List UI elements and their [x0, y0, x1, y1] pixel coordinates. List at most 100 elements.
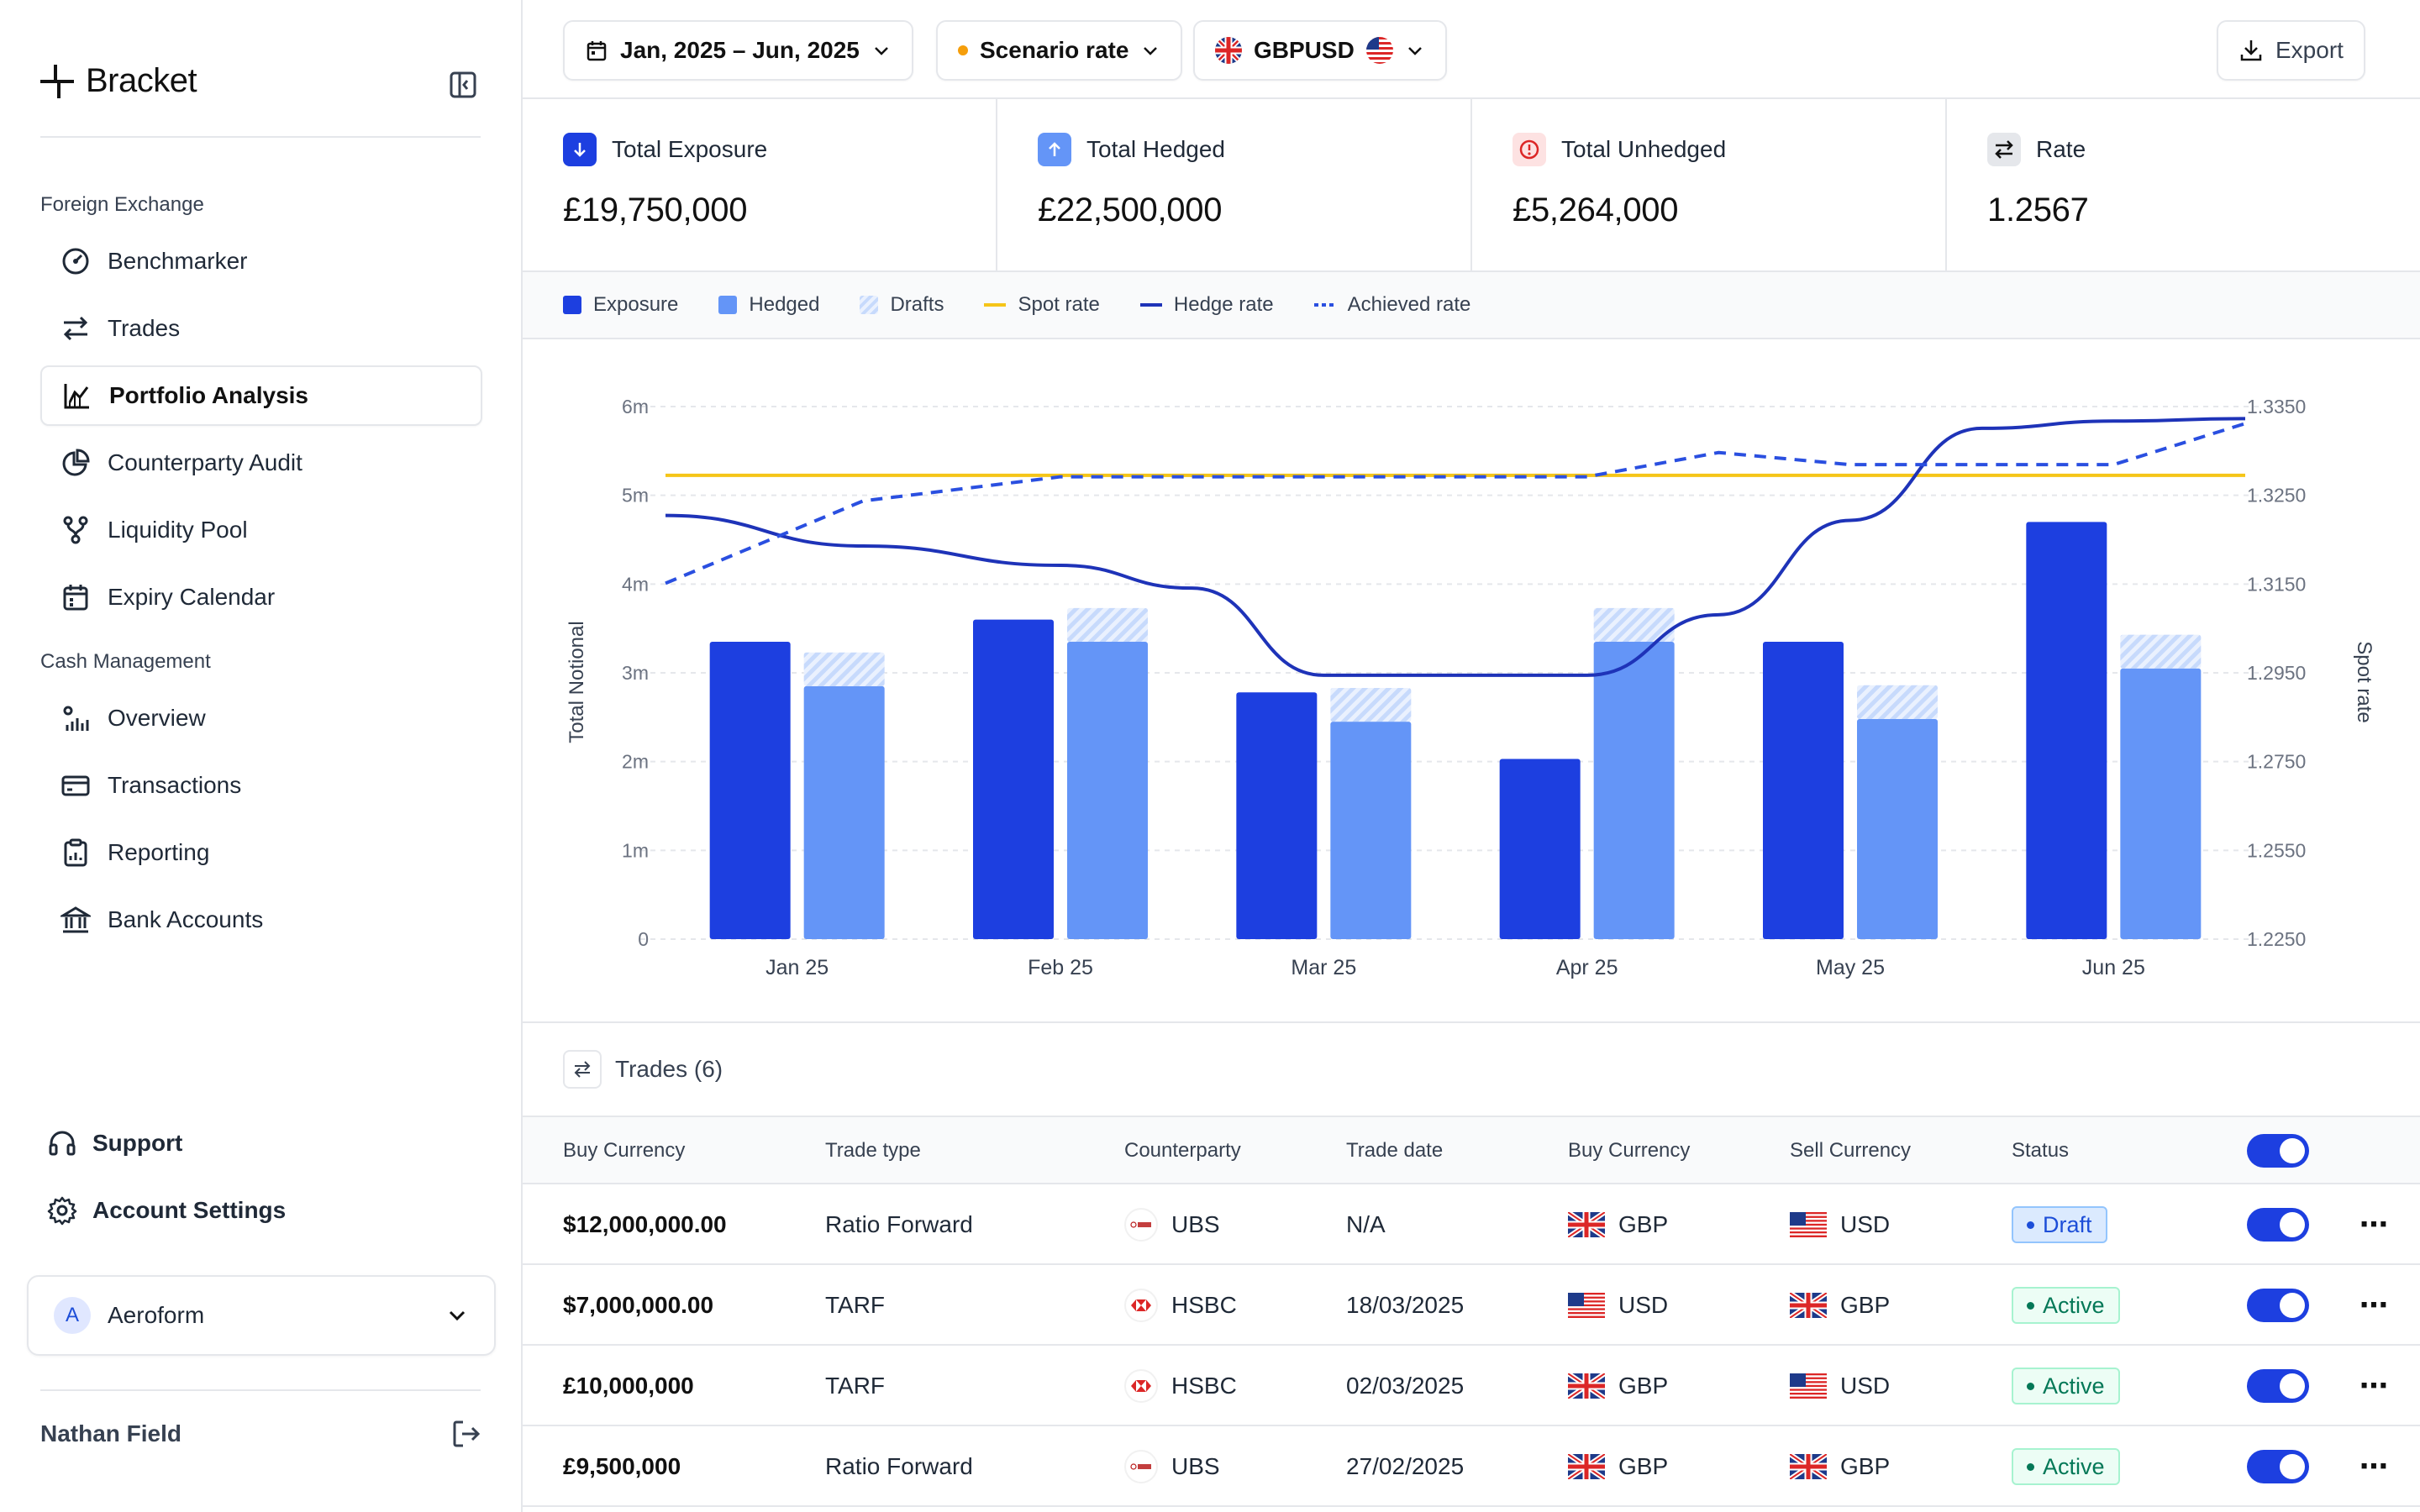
scenario-select[interactable]: Scenario rate: [936, 20, 1183, 81]
line-hedge-rate: [665, 417, 2246, 677]
buy-amount: $7,000,000.00: [563, 1292, 714, 1318]
logo[interactable]: Bracket: [39, 62, 197, 100]
select-all-toggle[interactable]: [2247, 1117, 2309, 1184]
sidebar-item-reporting[interactable]: Reporting: [40, 822, 482, 883]
date-range-picker[interactable]: Jan, 2025 – Jun, 2025: [563, 20, 913, 81]
col-header[interactable]: Status: [2012, 1139, 2070, 1162]
legend-spot-rate[interactable]: Spot rate: [984, 293, 1100, 317]
row-toggle[interactable]: [2247, 1184, 2309, 1265]
pie-chart-icon: [62, 449, 90, 476]
buy-amount: $12,000,000.00: [563, 1211, 727, 1237]
sidebar-item-overview[interactable]: Overview: [40, 688, 482, 748]
more-icon: ⋯: [2360, 1451, 2389, 1483]
sidebar-item-label: Reporting: [108, 839, 210, 865]
status-label: Active: [2043, 1292, 2105, 1318]
status-cell: Active: [2012, 1346, 2120, 1426]
us-flag-icon: [1568, 1293, 1605, 1318]
buy-currency-cell: GBP: [1568, 1426, 1668, 1507]
more-menu[interactable]: ⋯: [2360, 1184, 2389, 1265]
col-header[interactable]: Buy Currency: [1568, 1139, 1691, 1162]
sidebar-item-portfolio-analysis[interactable]: Portfolio Analysis: [40, 365, 482, 426]
col-header[interactable]: Trade date: [1346, 1139, 1444, 1162]
bar-exposure: [709, 642, 791, 939]
logout-icon[interactable]: [450, 1418, 482, 1450]
org-name: Aeroform: [108, 1302, 205, 1328]
support-link[interactable]: Support: [47, 1128, 182, 1158]
toggle-switch[interactable]: [2247, 1289, 2309, 1322]
stat-label: Total Hedged: [1086, 136, 1226, 162]
legend-achieved-rate[interactable]: Achieved rate: [1313, 293, 1470, 317]
col-header[interactable]: Counterparty: [1124, 1139, 1241, 1162]
row-toggle[interactable]: [2247, 1346, 2309, 1426]
legend-swatch: [860, 296, 879, 314]
stat-label: Total Unhedged: [1561, 136, 1727, 162]
currency-pair-select[interactable]: GBPUSD: [1193, 20, 1447, 81]
user-name: Nathan Field: [40, 1420, 182, 1446]
x-tick-label: Mar 25: [1291, 956, 1356, 979]
legend-drafts[interactable]: Drafts: [860, 293, 944, 317]
col-header[interactable]: Sell Currency: [1790, 1139, 1912, 1162]
bar-exposure: [973, 619, 1054, 939]
col-header[interactable]: Trade type: [825, 1139, 921, 1162]
more-menu[interactable]: ⋯: [2360, 1346, 2389, 1426]
toggle-switch[interactable]: [2247, 1450, 2309, 1483]
sidebar-item-bank-accounts[interactable]: Bank Accounts: [40, 890, 482, 950]
settings-label: Account Settings: [92, 1197, 287, 1223]
branch-icon: [63, 516, 88, 544]
more-menu[interactable]: ⋯: [2360, 1265, 2389, 1346]
y2-tick-label: 1.2550: [2247, 839, 2306, 861]
ubs-logo-icon: [1124, 1208, 1158, 1242]
sidebar-item-transactions[interactable]: Transactions: [40, 755, 482, 816]
status-badge: Active: [2012, 1287, 2120, 1324]
legend-hedged[interactable]: Hedged: [718, 293, 819, 317]
support-label: Support: [92, 1130, 183, 1156]
y2-tick-label: 1.2750: [2247, 751, 2306, 773]
account-settings-link[interactable]: Account Settings: [47, 1195, 286, 1226]
stat-value: £19,750,000: [563, 192, 748, 228]
section-label-fx: Foreign Exchange: [40, 193, 204, 216]
toggle-switch[interactable]: [2247, 1369, 2309, 1403]
chevron-down-icon: [1407, 47, 1422, 55]
buy-currency: GBP: [1618, 1453, 1669, 1479]
legend-label: Drafts: [890, 293, 944, 316]
table-row[interactable]: $12,000,000.00 Ratio Forward UBS N/A GBP USD D…: [523, 1184, 2420, 1265]
portfolio-chart: 0 1m 2m 3m 4m 5m 6m 1.2250 1.2550 1.2750 1.2950 1.3…: [523, 339, 2420, 1023]
table-row[interactable]: £9,500,000 Ratio Forward UBS 27/02/2025 GBP G…: [523, 1426, 2420, 1507]
trade-type: Ratio Forward: [825, 1211, 973, 1237]
sidebar-item-benchmarker[interactable]: Benchmarker: [40, 231, 482, 291]
toolbar: Jan, 2025 – Jun, 2025 Scenario rate GBPU…: [523, 0, 2420, 99]
legend-exposure[interactable]: Exposure: [563, 293, 678, 317]
row-toggle[interactable]: [2247, 1426, 2309, 1507]
sidebar-item-counterparty-audit[interactable]: Counterparty Audit: [40, 433, 482, 493]
hsbc-logo-icon: [1124, 1369, 1158, 1403]
arrow-down-icon: [563, 133, 597, 166]
export-button[interactable]: Export: [2217, 20, 2365, 81]
bar-exposure: [1236, 692, 1318, 939]
row-toggle[interactable]: [2247, 1265, 2309, 1346]
sidebar-item-liquidity-pool[interactable]: Liquidity Pool: [40, 500, 482, 560]
download-icon: [2240, 40, 2262, 61]
toggle-switch[interactable]: [2247, 1134, 2309, 1168]
org-selector[interactable]: A Aeroform: [27, 1275, 496, 1356]
toggle-switch[interactable]: [2247, 1208, 2309, 1242]
sidebar-item-expiry-calendar[interactable]: Expiry Calendar: [40, 567, 482, 627]
bar-exposure: [1763, 642, 1844, 939]
buy-currency: GBP: [1618, 1373, 1669, 1399]
sidebar-collapse-icon[interactable]: [449, 71, 477, 99]
card-icon: [61, 775, 90, 796]
hsbc-logo-icon: [1124, 1289, 1158, 1322]
sell-currency: GBP: [1840, 1453, 1891, 1479]
uk-flag-icon: [1568, 1212, 1605, 1237]
legend-hedge-rate[interactable]: Hedge rate: [1139, 293, 1274, 317]
table-row[interactable]: $7,000,000.00 TARF HSBC 18/03/2025 USD GBP Act…: [523, 1265, 2420, 1346]
bar-hedged: [803, 685, 885, 939]
sidebar-item-label: Counterparty Audit: [108, 449, 302, 475]
sidebar-item-trades[interactable]: Trades: [40, 298, 482, 359]
x-tick-label: May 25: [1816, 956, 1885, 979]
table-row[interactable]: £10,000,000 TARF HSBC 02/03/2025 GBP USD Activ…: [523, 1346, 2420, 1426]
legend-label: Spot rate: [1018, 293, 1100, 316]
more-menu[interactable]: ⋯: [2360, 1426, 2389, 1507]
swap-icon: [1987, 133, 2021, 166]
status-dot-icon: [2027, 1301, 2034, 1310]
col-header[interactable]: Buy Currency: [563, 1139, 686, 1162]
